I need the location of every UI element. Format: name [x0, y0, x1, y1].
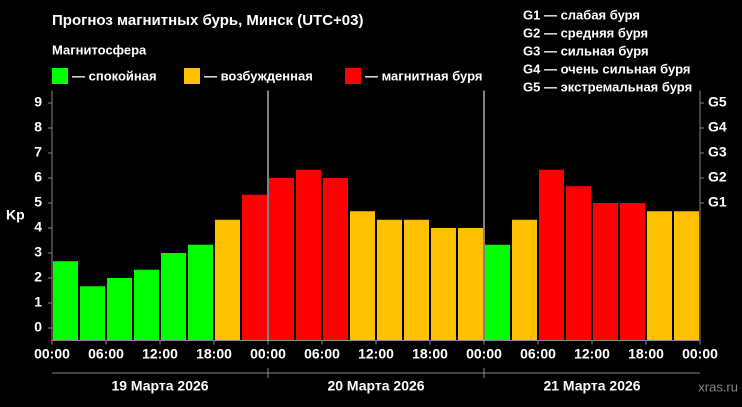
bar	[620, 203, 645, 341]
bar	[269, 178, 294, 341]
bar	[674, 211, 699, 341]
storm-level: G3 — сильная буря	[523, 43, 649, 58]
chart-title: Прогноз магнитных бурь, Минск (UTC+03)	[52, 12, 363, 29]
y-tick-label: 1	[34, 294, 42, 310]
y-tick-label: 6	[34, 169, 42, 185]
legend-swatch	[184, 68, 200, 84]
y-tick-label: 9	[34, 94, 42, 110]
bar	[377, 219, 402, 341]
bar	[53, 261, 78, 341]
legend-swatch	[52, 68, 68, 84]
bar	[512, 219, 537, 341]
x-tick-label: 12:00	[574, 346, 610, 362]
storm-level: G4 — очень сильная буря	[523, 61, 690, 76]
x-tick-label: 00:00	[466, 346, 502, 362]
bar	[296, 169, 321, 341]
x-tick-label: 06:00	[520, 346, 556, 362]
y-axis-label: Kp	[6, 207, 25, 223]
y-tick-label: 4	[34, 219, 42, 235]
x-tick-label: 12:00	[142, 346, 178, 362]
x-tick-label: 06:00	[304, 346, 340, 362]
legend-label: — возбужденная	[204, 68, 313, 83]
y-tick-label: 2	[34, 269, 42, 285]
bar	[350, 211, 375, 341]
bar	[647, 211, 672, 341]
x-tick-label: 12:00	[358, 346, 394, 362]
bar	[80, 286, 105, 341]
y-tick-label: 0	[34, 319, 42, 335]
y-tick-label: 7	[34, 144, 42, 160]
watermark: xras.ru	[698, 379, 738, 394]
x-tick-label: 00:00	[34, 346, 70, 362]
bar	[458, 228, 483, 341]
bar	[188, 244, 213, 341]
bar	[215, 219, 240, 341]
y-tick-label: 3	[34, 244, 42, 260]
y2-tick-label: G1	[708, 194, 727, 210]
storm-level: G5 — экстремальная буря	[523, 79, 692, 94]
day-label: 19 Марта 2026	[111, 378, 208, 394]
legend-label: — спокойная	[72, 68, 157, 83]
y2-tick-label: G4	[708, 119, 727, 135]
bar	[404, 219, 429, 341]
y-tick-label: 8	[34, 119, 42, 135]
x-tick-label: 18:00	[628, 346, 664, 362]
bar	[323, 178, 348, 341]
x-tick-label: 00:00	[250, 346, 286, 362]
legend-label: — магнитная буря	[365, 68, 482, 83]
x-tick-label: 18:00	[412, 346, 448, 362]
bar	[134, 269, 159, 341]
bar	[593, 203, 618, 341]
x-tick-label: 18:00	[196, 346, 232, 362]
bar	[539, 169, 564, 341]
storm-level: G1 — слабая буря	[523, 7, 640, 22]
bar	[431, 228, 456, 341]
x-tick-label: 06:00	[88, 346, 124, 362]
y-tick-label: 5	[34, 194, 42, 210]
bar	[161, 253, 186, 341]
storm-level: G2 — средняя буря	[523, 25, 648, 40]
day-label: 21 Марта 2026	[543, 378, 640, 394]
chart-subtitle: Магнитосфера	[52, 42, 147, 57]
day-label: 20 Марта 2026	[327, 378, 424, 394]
y2-tick-label: G3	[708, 144, 727, 160]
y2-tick-label: G2	[708, 169, 727, 185]
legend-swatch	[345, 68, 361, 84]
bar	[107, 278, 132, 341]
bar	[566, 186, 591, 341]
y2-tick-label: G5	[708, 94, 727, 110]
bar	[485, 244, 510, 341]
x-tick-label: 00:00	[682, 346, 718, 362]
bar	[242, 194, 267, 341]
